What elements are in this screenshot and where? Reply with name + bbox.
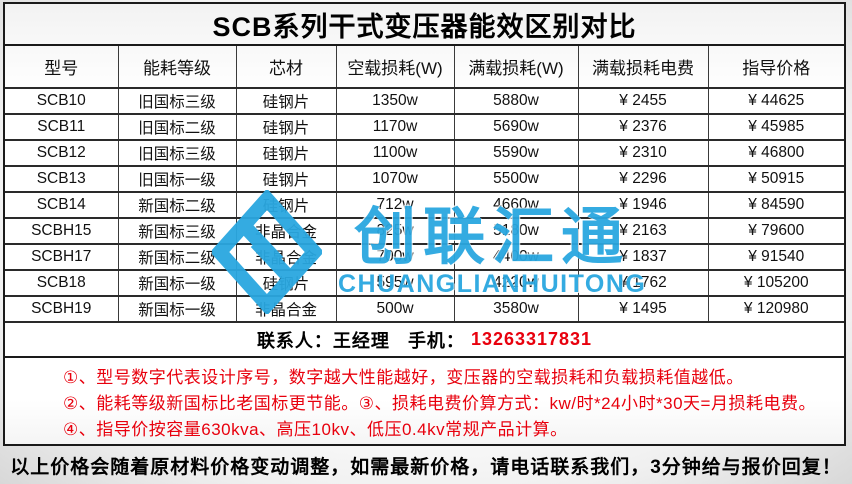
footer-tagline: 以上价格会随着原材料价格变动调整，如需最新价格，请电话联系我们，3分钟给与报价回… [10,457,842,478]
table-row: SCB12 旧国标三级 硅钢片 1100w 5590w ¥ 2310 ¥ 46800 [5,140,844,167]
table-cell: 4400w [454,244,579,271]
table-row: SCB14 新国标二级 硅钢片 712w 4660w ¥ 1946 ¥ 84590 [5,192,844,219]
table-cell: ¥ 2163 [578,218,709,245]
table-cell: 硅钢片 [236,140,337,167]
table-cell: 1100w [336,140,455,167]
table-cell: 旧国标三级 [118,140,237,167]
table-cell: 5880w [454,88,579,115]
table-cell: 4660w [454,192,579,219]
table-cell: 新国标二级 [118,244,237,271]
table-cell: 5690w [454,114,579,141]
table-body: SCB10 旧国标三级 硅钢片 1350w 5880w ¥ 2455 ¥ 44625 SCB1… [5,88,844,323]
table-cell: 825w [336,218,455,245]
table-cell: SCB14 [5,192,119,219]
note-line-3: ④、指导价按容量630kva、高压10kv、低压0.4kv常规产品计算。 [63,420,568,439]
table-cell: SCBH15 [5,218,119,245]
table-cell: ¥ 2455 [578,88,709,115]
table-cell: 新国标三级 [118,218,237,245]
table-row: SCBH19 新国标一级 非晶合金 500w 3580w ¥ 1495 ¥ 120980 [5,296,844,323]
table-cell: ¥ 45985 [708,114,844,141]
table-cell: 硅钢片 [236,88,337,115]
table-cell: 旧国标一级 [118,166,237,193]
table-cell: ¥ 2296 [578,166,709,193]
table-cell: ¥ 46800 [708,140,844,167]
table-cell: 硅钢片 [236,192,337,219]
table-row: SCB10 旧国标三级 硅钢片 1350w 5880w ¥ 2455 ¥ 44625 [5,88,844,115]
table-cell: 1170w [336,114,455,141]
efficiency-table: 型号 能耗等级 芯材 空载损耗(W) 满载损耗(W) 满载损耗电费 指导价格 SCB10 旧国… [5,46,844,323]
contact-row: 联系人：王经理 手机： 13263317831 [5,323,844,358]
contact-name: 联系人：王经理 [256,330,390,351]
table-cell: ¥ 91540 [708,244,844,271]
table-cell: SCB18 [5,270,119,297]
table-header: 型号 能耗等级 芯材 空载损耗(W) 满载损耗(W) 满载损耗电费 指导价格 [5,46,844,89]
column-header: 型号 [5,46,119,89]
table-cell: ¥ 44625 [708,88,844,115]
column-header: 满载损耗(W) [454,46,579,89]
table-cell: ¥ 79600 [708,218,844,245]
table-cell: ¥ 105200 [708,270,844,297]
table-cell: SCBH17 [5,244,119,271]
table-cell: 新国标一级 [118,296,237,323]
page-title: SCB系列干式变压器能效区别对比 [212,11,637,42]
table-cell: 硅钢片 [236,166,337,193]
phone-label: 手机： [407,330,465,351]
table-cell: 1070w [336,166,455,193]
table-cell: 新国标一级 [118,270,237,297]
table-cell: 1350w [336,88,455,115]
table-cell: 700w [336,244,455,271]
column-header: 指导价格 [708,46,844,89]
table-cell: ¥ 1946 [578,192,709,219]
table-cell: 4220w [454,270,579,297]
notes-section: ①、型号数字代表设计序号，数字越大性能越好，变压器的空载损耗和负载损耗值越低。 … [5,358,844,443]
table-row: SCB18 新国标一级 硅钢片 595w 4220w ¥ 1762 ¥ 105200 [5,270,844,297]
note-line-2: ②、能耗等级新国标比老国标更节能。③、损耗电费价算方式：kw/时*24小时*30… [63,394,816,413]
table-cell: ¥ 1837 [578,244,709,271]
table-cell: 712w [336,192,455,219]
table-cell: 硅钢片 [236,270,337,297]
table-cell: 5180w [454,218,579,245]
table-cell: 非晶合金 [236,218,337,245]
note-line-1: ①、型号数字代表设计序号，数字越大性能越好，变压器的空载损耗和负载损耗值越低。 [63,368,744,387]
content-box: SCB系列干式变压器能效区别对比 型号 能耗等级 芯材 空载损耗(W) 满载损耗(W) 满… [3,2,846,446]
table-cell: 非晶合金 [236,296,337,323]
table-cell: 新国标二级 [118,192,237,219]
table-cell: SCB10 [5,88,119,115]
table-cell: 3580w [454,296,579,323]
column-header: 芯材 [236,46,337,89]
table-row: SCBH17 新国标二级 非晶合金 700w 4400w ¥ 1837 ¥ 91540 [5,244,844,271]
table-cell: ¥ 50915 [708,166,844,193]
column-header: 空载损耗(W) [336,46,455,89]
table-cell: SCB13 [5,166,119,193]
table-cell: 500w [336,296,455,323]
table-cell: 非晶合金 [236,244,337,271]
table-row: SCB13 旧国标一级 硅钢片 1070w 5500w ¥ 2296 ¥ 50915 [5,166,844,193]
table-row: SCB11 旧国标二级 硅钢片 1170w 5690w ¥ 2376 ¥ 45985 [5,114,844,141]
table-cell: 5590w [454,140,579,167]
table-cell: SCB11 [5,114,119,141]
phone-number[interactable]: 13263317831 [470,329,593,349]
column-header: 能耗等级 [118,46,237,89]
header-row: 型号 能耗等级 芯材 空载损耗(W) 满载损耗(W) 满载损耗电费 指导价格 [5,46,844,89]
table-cell: ¥ 1495 [578,296,709,323]
table-cell: 旧国标三级 [118,88,237,115]
column-header: 满载损耗电费 [578,46,709,89]
table-cell: ¥ 2376 [578,114,709,141]
table-cell: 595w [336,270,455,297]
table-cell: 硅钢片 [236,114,337,141]
table-cell: ¥ 2310 [578,140,709,167]
table-cell: SCB12 [5,140,119,167]
table-row: SCBH15 新国标三级 非晶合金 825w 5180w ¥ 2163 ¥ 79600 [5,218,844,245]
table-cell: SCBH19 [5,296,119,323]
table-cell: 旧国标二级 [118,114,237,141]
table-cell: ¥ 84590 [708,192,844,219]
table-cell: 5500w [454,166,579,193]
title-band: SCB系列干式变压器能效区别对比 [5,4,844,46]
table-cell: ¥ 120980 [708,296,844,323]
table-cell: ¥ 1762 [578,270,709,297]
